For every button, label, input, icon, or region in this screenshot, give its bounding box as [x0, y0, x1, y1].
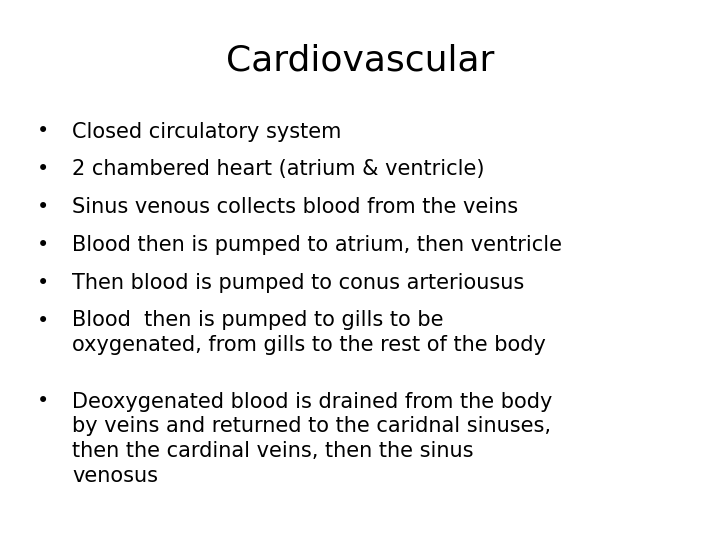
Text: •: • [37, 159, 50, 179]
Text: Blood  then is pumped to gills to be
oxygenated, from gills to the rest of the b: Blood then is pumped to gills to be oxyg… [72, 310, 546, 355]
Text: •: • [37, 122, 50, 141]
Text: •: • [37, 197, 50, 217]
Text: Sinus venous collects blood from the veins: Sinus venous collects blood from the vei… [72, 197, 518, 217]
Text: •: • [37, 310, 50, 330]
Text: Deoxygenated blood is drained from the body
by veins and returned to the caridna: Deoxygenated blood is drained from the b… [72, 392, 552, 486]
Text: •: • [37, 273, 50, 293]
Text: 2 chambered heart (atrium & ventricle): 2 chambered heart (atrium & ventricle) [72, 159, 485, 179]
Text: •: • [37, 392, 50, 411]
Text: Blood then is pumped to atrium, then ventricle: Blood then is pumped to atrium, then ven… [72, 235, 562, 255]
Text: •: • [37, 235, 50, 255]
Text: Then blood is pumped to conus arteriousus: Then blood is pumped to conus arteriousu… [72, 273, 524, 293]
Text: Cardiovascular: Cardiovascular [226, 43, 494, 77]
Text: Closed circulatory system: Closed circulatory system [72, 122, 341, 141]
